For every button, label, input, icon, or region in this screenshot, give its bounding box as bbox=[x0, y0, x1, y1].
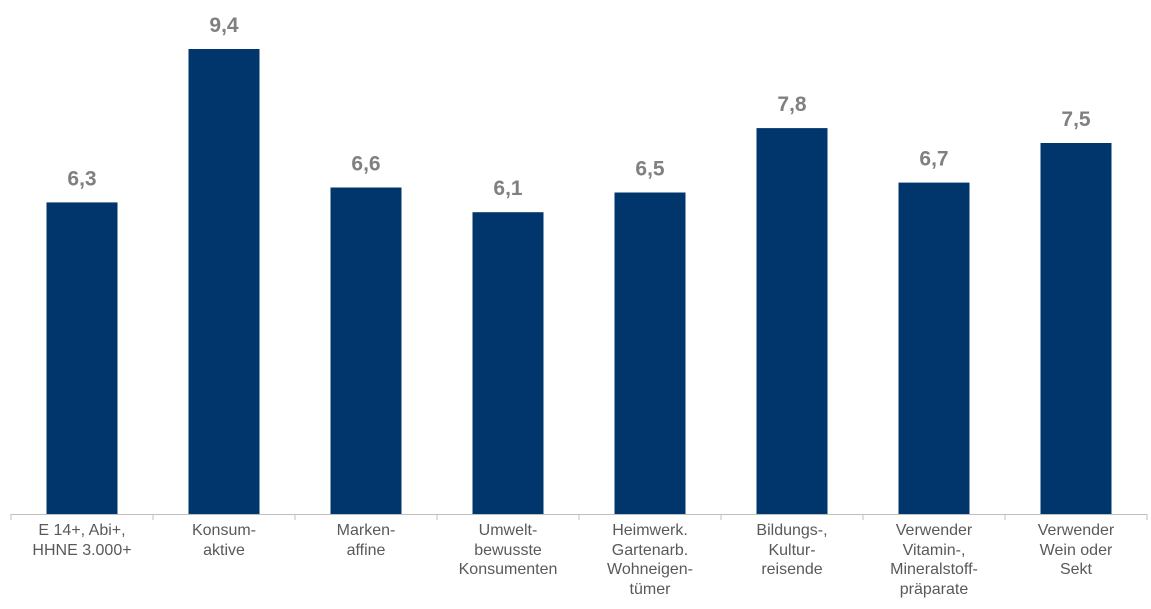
category-label-line: Bildungs-, bbox=[756, 522, 828, 539]
value-labels-group: 6,3 9,4 6,6 6,1 6,5 7,8 6,7 7,5 bbox=[67, 14, 1091, 200]
bar-3 bbox=[330, 187, 402, 514]
bar-5 bbox=[614, 192, 686, 514]
category-label-line: E 14+, Abi+, bbox=[38, 522, 126, 539]
category-label-line: Umwelt- bbox=[478, 522, 538, 539]
category-label-6: Bildungs-, Kultur-reisende bbox=[722, 521, 862, 580]
category-label-line: Marken- bbox=[336, 522, 396, 539]
category-label-line: affine bbox=[346, 541, 386, 559]
category-label-7: Verwender Vitamin-, Mineralstoff-präparate bbox=[864, 521, 1004, 599]
bar-4 bbox=[472, 212, 544, 514]
category-label-4: Umwelt-bewusste Konsumenten bbox=[438, 521, 578, 580]
bar-8 bbox=[1040, 143, 1112, 514]
category-label-line: Verwender bbox=[1037, 522, 1115, 539]
category-label-line: präparate bbox=[899, 580, 969, 598]
value-label-1: 6,3 bbox=[67, 167, 96, 190]
category-label-1: E 14+, Abi+, HHNE 3.000+ bbox=[12, 521, 152, 560]
category-label-2: Konsum-aktive bbox=[154, 521, 294, 560]
category-label-line: Konsumenten bbox=[458, 561, 558, 578]
category-label-line: Mineralstoff- bbox=[890, 561, 978, 578]
value-label-6: 7,8 bbox=[777, 93, 807, 116]
bar-1 bbox=[46, 202, 118, 514]
category-label-line: Wein oder bbox=[1039, 541, 1113, 559]
category-label-line: Kultur- bbox=[768, 541, 816, 559]
category-label-line: Heimwerk. bbox=[612, 522, 688, 539]
category-label-line: Wohneigen- bbox=[607, 561, 693, 578]
category-label-line: Verwender bbox=[895, 522, 973, 539]
category-label-3: Marken-affine bbox=[296, 521, 436, 560]
value-label-3: 6,6 bbox=[351, 153, 380, 176]
category-label-line: bewusste bbox=[474, 541, 542, 559]
value-label-8: 7,5 bbox=[1061, 108, 1091, 131]
value-label-7: 6,7 bbox=[919, 148, 948, 171]
category-label-line: aktive bbox=[203, 541, 245, 559]
category-label-line: HHNE 3.000+ bbox=[32, 541, 132, 559]
category-label-line: tümer bbox=[629, 580, 671, 598]
bar-7 bbox=[898, 182, 970, 514]
value-label-5: 6,5 bbox=[635, 158, 665, 181]
category-label-line: Gartenarb. bbox=[611, 541, 689, 559]
value-label-2: 9,4 bbox=[209, 14, 239, 37]
bars-group bbox=[46, 49, 1112, 514]
category-label-line: Sekt bbox=[1059, 561, 1092, 578]
category-label-5: Heimwerk. Gartenarb. Wohneigen-tümer bbox=[580, 521, 720, 599]
category-label-line: Konsum- bbox=[191, 522, 257, 539]
category-label-line: Vitamin-, bbox=[902, 541, 966, 559]
bar-2 bbox=[188, 49, 260, 514]
category-label-8: Verwender Wein oder Sekt bbox=[1006, 521, 1146, 580]
x-axis bbox=[10, 514, 1148, 520]
bar-6 bbox=[756, 128, 828, 514]
category-label-line: reisende bbox=[761, 561, 823, 578]
value-label-4: 6,1 bbox=[493, 177, 523, 200]
